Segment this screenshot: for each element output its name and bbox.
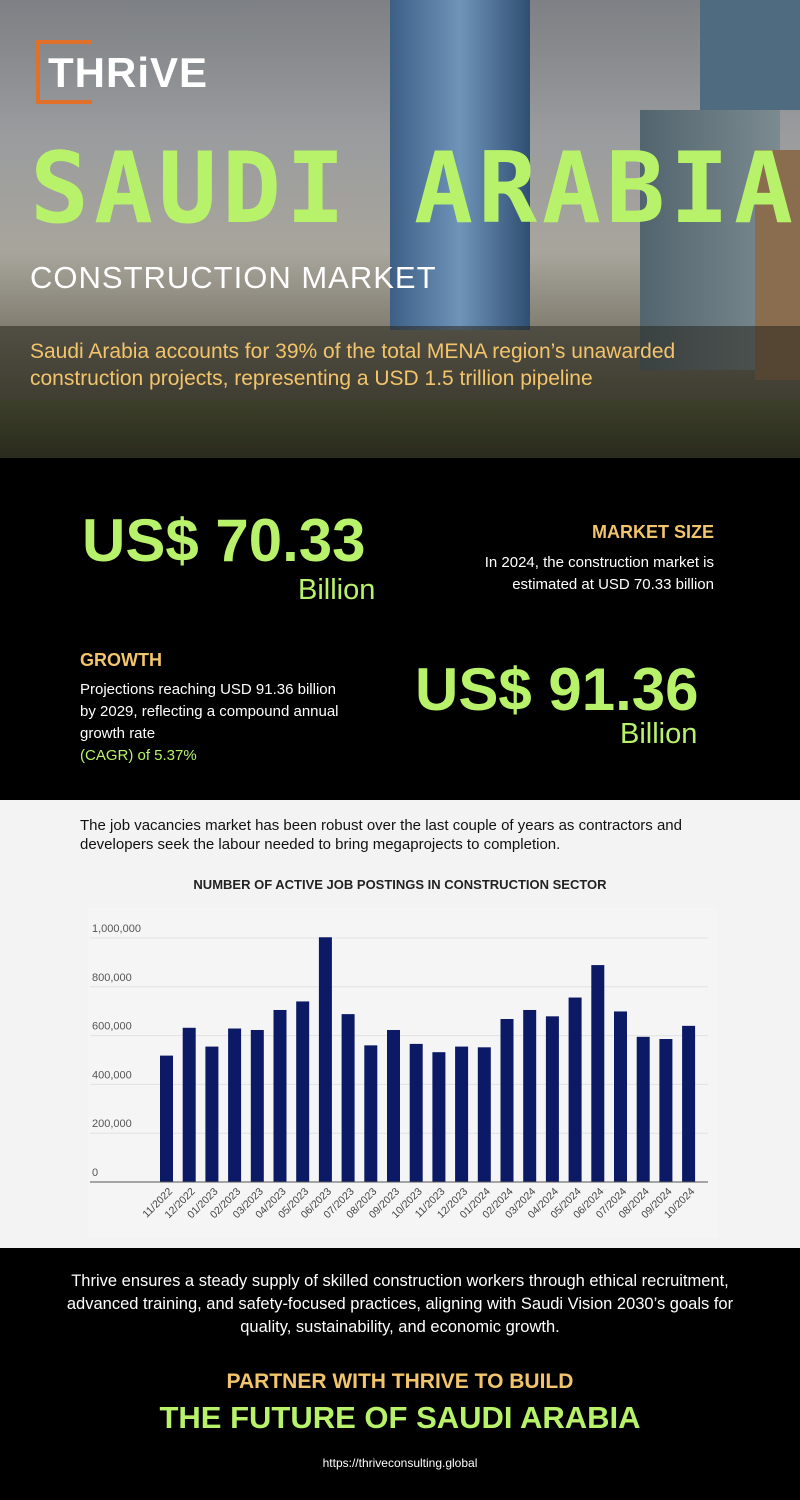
website-link[interactable]: https://thriveconsulting.global xyxy=(322,1456,478,1470)
bar xyxy=(568,997,582,1182)
bar xyxy=(182,1027,196,1182)
bar xyxy=(591,965,605,1182)
page-title: SAUDI ARABIA xyxy=(30,132,799,246)
bar xyxy=(296,1001,310,1182)
market-size-text: In 2024, the construction market is esti… xyxy=(484,554,714,593)
bar xyxy=(523,1009,537,1182)
cagr-text: (CAGR) of 5.37% xyxy=(80,747,197,764)
footer-text: Thrive ensures a steady supply of skille… xyxy=(66,1272,734,1336)
cta-line-1: PARTNER WITH THRIVE TO BUILD xyxy=(226,1370,574,1393)
bar xyxy=(364,1045,378,1182)
y-tick-label: 0 xyxy=(92,1167,98,1179)
bar xyxy=(250,1029,264,1182)
bar xyxy=(409,1043,423,1182)
bar xyxy=(614,1011,627,1182)
bar xyxy=(500,1019,514,1182)
logo-frame xyxy=(36,40,90,104)
growth-text: Projections reaching USD 91.36 billion b… xyxy=(80,679,345,767)
market-size-value: US$ 70.33 xyxy=(82,507,366,574)
thrive-logo: THRiVE xyxy=(48,49,209,96)
bar xyxy=(659,1039,673,1182)
bar-chart: 0200,000400,000600,000800,0001,000,00011… xyxy=(88,908,718,1238)
bar xyxy=(636,1036,650,1182)
caption-band xyxy=(0,326,800,458)
cta-line-2: THE FUTURE OF SAUDI ARABIA xyxy=(159,1400,641,1435)
y-tick-label: 800,000 xyxy=(92,972,132,984)
y-tick-label: 1,000,000 xyxy=(92,923,141,935)
bar xyxy=(432,1052,446,1182)
building-silhouette xyxy=(700,0,800,110)
bar xyxy=(387,1029,400,1182)
bar xyxy=(545,1016,559,1182)
y-tick-label: 400,000 xyxy=(92,1069,132,1081)
bar xyxy=(455,1046,469,1182)
bar xyxy=(341,1014,355,1182)
bar xyxy=(318,937,332,1182)
chart-intro: The job vacancies market has been robust… xyxy=(80,817,682,853)
bar xyxy=(228,1028,242,1182)
page-subtitle: CONSTRUCTION MARKET xyxy=(30,260,437,295)
y-tick-label: 600,000 xyxy=(92,1021,132,1033)
hero-description: Saudi Arabia accounts for 39% of the tot… xyxy=(30,340,676,390)
market-size-label: MARKET SIZE xyxy=(591,522,714,542)
bar xyxy=(477,1047,491,1182)
tower-silhouette xyxy=(390,0,530,330)
growth-unit: Billion xyxy=(620,718,698,750)
bar xyxy=(160,1055,173,1182)
bar xyxy=(682,1025,696,1182)
growth-description: Projections reaching USD 91.36 billion b… xyxy=(80,681,339,742)
bar xyxy=(273,1009,287,1182)
chart-title: NUMBER OF ACTIVE JOB POSTINGS IN CONSTRU… xyxy=(193,877,607,892)
y-tick-label: 200,000 xyxy=(92,1118,132,1130)
growth-label: GROWTH xyxy=(80,650,162,670)
hero-banner: THRiVE SAUDI ARABIA CONSTRUCTION MARKET … xyxy=(0,0,800,458)
bar xyxy=(205,1046,219,1182)
growth-value: US$ 91.36 xyxy=(415,656,699,723)
market-size-unit: Billion xyxy=(298,574,376,606)
